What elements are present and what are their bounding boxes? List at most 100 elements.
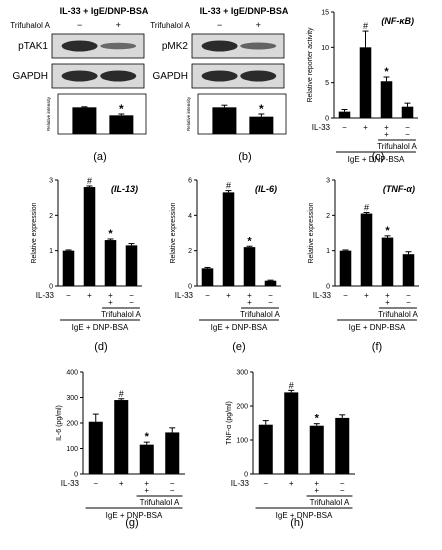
y-axis-label: Relative expression [308,202,315,263]
il33-label: IL-33 [36,291,55,300]
significance-mark: # [119,389,124,399]
y-tick-label: 100 [66,446,78,453]
il33-sign: − [93,479,98,488]
bar [360,213,373,286]
significance-mark: * [108,228,113,240]
il33-sign: + [108,291,113,300]
y-tick-label: 10 [321,45,329,52]
panel-caption: (b) [238,151,251,163]
bar [139,444,154,474]
y-tick-label: 0 [326,284,330,291]
y-tick-label: 300 [236,370,248,377]
significance-mark: * [384,66,389,78]
il33-label: IL-33 [312,123,331,132]
blot-band [100,42,137,50]
bar [62,250,75,286]
bar [381,237,394,286]
significance-mark: * [247,235,252,247]
blot-band-label: GAPDH [152,71,188,82]
trifuhalol-sign: − [268,298,273,307]
trifuhalol-sign: + [384,130,389,139]
y-axis-label: Relative expression [31,202,38,263]
y-tick-label: 0 [188,284,192,291]
il33-sign: + [385,291,390,300]
blot-quant-frame [57,93,147,135]
y-tick-label: 4 [188,213,192,220]
il33-sign: − [405,123,410,132]
il33-sign: − [343,291,348,300]
bar [165,432,180,474]
trifuhalol-sign: − [406,298,411,307]
bar [104,240,117,286]
significance-mark: # [363,21,368,31]
bar [258,424,273,474]
trifuhalol-label: Trifuhalol A [140,498,180,507]
significance-mark: # [289,380,294,390]
il33-sign: + [364,291,369,300]
blot-lane-sign: − [217,20,222,30]
blot-band-label: GAPDH [12,71,48,82]
blot-quant-bar [249,116,274,134]
il33-sign: + [314,479,319,488]
chart-title: (NF-κB) [381,16,414,26]
y-tick-label: 0 [74,472,78,479]
blot-quant-frame [197,93,287,135]
bar [243,247,256,286]
chart-title: (TNF-α) [383,184,415,194]
il33-sign: + [87,291,92,300]
il33-sign: − [205,291,210,300]
trifuhalol-sign: + [314,486,319,495]
trifuhalol-sign: + [247,298,252,307]
y-tick-label: 6 [188,178,192,185]
panel-caption: (g) [125,517,138,529]
panel-caption: (a) [93,151,106,163]
blot-band [100,70,137,82]
trifuhalol-sign: − [170,486,175,495]
trifuhalol-label: Trifuhalol A [377,142,417,151]
trifuhalol-label: Trifuhalol A [240,310,280,319]
il33-sign: − [170,479,175,488]
significance-mark: * [145,431,150,443]
blot-band [240,42,277,50]
bar [201,268,214,286]
il33-sign: − [340,479,345,488]
trifuhalol-label: Trifuhalol A [101,310,141,319]
chart-title: (IL-6) [255,184,277,194]
panel-caption: (e) [232,341,245,353]
il33-sign: − [268,291,273,300]
significance-mark: * [315,413,320,425]
bar [83,187,96,286]
blot-band-label: pMK2 [162,41,189,52]
y-tick-label: 300 [66,395,78,402]
il33-sign: − [342,123,347,132]
y-tick-label: 1 [326,248,330,255]
blot-band [201,70,238,82]
il33-label: IL-33 [313,291,332,300]
il33-sign: − [263,479,268,488]
panel-caption: (c) [372,151,385,163]
significance-mark: # [226,181,231,191]
ige-label: IgE + DNP-BSA [349,323,406,332]
trifuhalol-sign: − [129,298,134,307]
il33-sign: + [144,479,149,488]
il33-sign: − [406,291,411,300]
y-axis-label: IL-6 (pg/ml) [56,405,63,441]
y-tick-label: 100 [236,438,248,445]
il33-sign: + [226,291,231,300]
blot-quant-ylabel: Relative intensity [186,96,191,131]
bar [380,81,393,118]
y-tick-label: 2 [326,213,330,220]
y-tick-label: 0 [244,472,248,479]
bar [359,47,372,119]
blot-row-label: Trifuhalol A [150,21,190,30]
blot-band [61,40,98,52]
blot-band-label: pTAK1 [18,41,48,52]
trifuhalol-sign: − [340,486,345,495]
bar [402,254,415,286]
il33-label: IL-33 [175,291,194,300]
trifuhalol-label: Trifuhalol A [310,498,350,507]
y-axis-label: TNF-α (pg/ml) [226,401,233,445]
y-tick-label: 5 [325,80,329,87]
blot-lane-sign: + [116,20,121,30]
